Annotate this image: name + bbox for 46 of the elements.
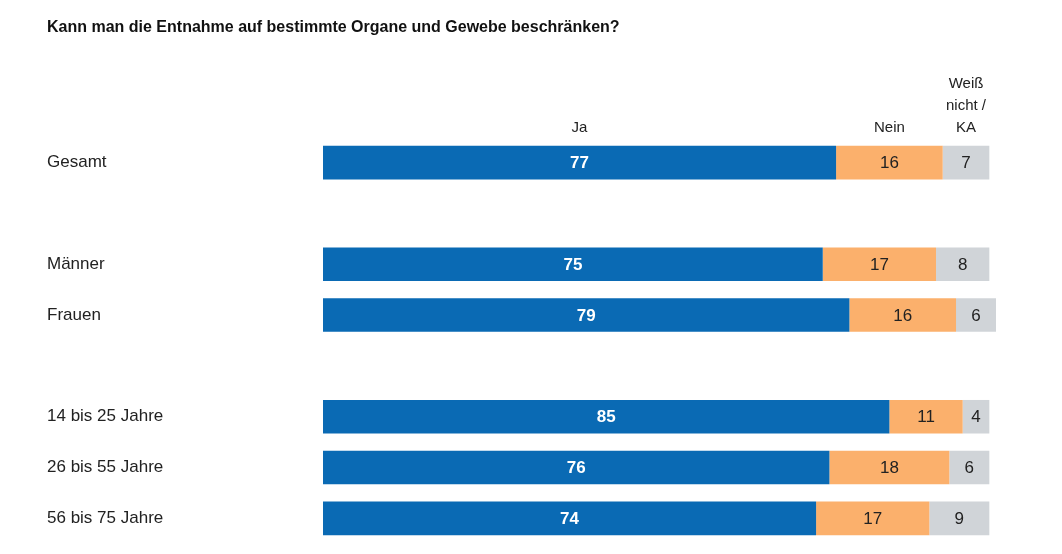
data-label: 16	[893, 305, 913, 325]
y-tick-label: 14 bis 25 Jahre	[47, 406, 164, 426]
data-label: 6	[971, 305, 981, 325]
bar	[816, 501, 930, 536]
data-label: 77	[570, 153, 589, 173]
y-tick-label: Frauen	[47, 304, 101, 324]
data-label: 8	[957, 254, 968, 274]
bar	[962, 399, 990, 434]
bar	[323, 501, 817, 536]
data-label: 17	[869, 254, 889, 274]
bar	[323, 145, 837, 180]
data-label: 18	[879, 458, 899, 478]
series-label: Weiß nicht / KA	[946, 73, 987, 135]
y-tick-label: Gesamt	[47, 152, 107, 172]
series-label: Ja	[571, 117, 589, 135]
y-tick-label: 26 bis 55 Jahre	[47, 457, 164, 477]
data-label: 76	[566, 458, 586, 478]
bar	[949, 450, 990, 485]
data-label: 4	[971, 407, 981, 427]
data-label: 79	[576, 305, 596, 325]
bar	[936, 247, 990, 282]
bar	[942, 145, 990, 180]
data-label: 6	[964, 458, 975, 478]
data-label: 7	[961, 153, 971, 173]
bar	[956, 298, 996, 332]
bar	[323, 399, 890, 434]
data-label: 9	[954, 509, 965, 529]
data-label: 11	[917, 407, 935, 427]
chart-title: Kann man die Entnahme auf bestimmte Organe und Gewebe beschränken?	[47, 18, 620, 36]
data-label: 17	[863, 509, 883, 529]
y-tick-label: Männer	[47, 253, 105, 273]
data-label: 75	[563, 254, 583, 274]
bar	[822, 247, 937, 282]
bar	[929, 501, 990, 536]
y-tick-label: 56 bis 75 Jahre	[47, 508, 164, 528]
bar	[829, 450, 950, 485]
bar	[323, 247, 823, 282]
bar	[889, 399, 963, 434]
data-label: 74	[560, 509, 580, 529]
data-label: 16	[879, 153, 899, 173]
bar	[849, 298, 957, 332]
bar	[323, 298, 850, 332]
data-label: 85	[596, 407, 616, 427]
bar	[323, 450, 830, 485]
series-label: Nein	[873, 117, 905, 135]
bar	[836, 145, 943, 180]
